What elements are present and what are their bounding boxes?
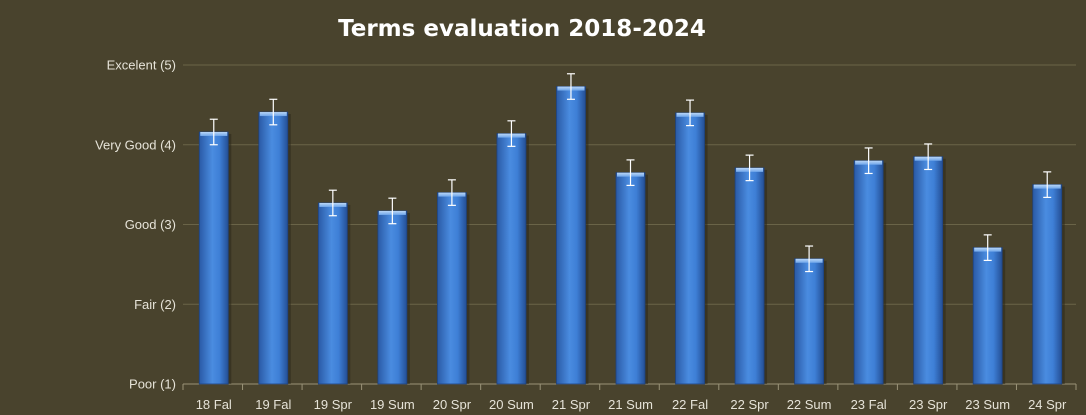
bar [556,86,586,385]
y-axis-ticks: Poor (1) Fair (2) Good (3) Very Good (4) Exc… [95,58,176,392]
bar [198,131,229,385]
bar [972,247,1003,385]
bar [317,202,348,385]
x-tick-label: 20 Sum [489,397,534,412]
x-tick-label: 19 Spr [314,397,353,412]
bar [377,210,408,385]
y-tick-label: Excelent (5) [107,58,176,73]
x-axis-ticks: 18 Fal 19 Fal 19 Spr 19 Sum 20 Spr 20 Sum 21 S… [182,384,1077,412]
x-tick-label: 19 Fal [255,397,291,412]
bar [734,167,765,385]
x-tick-label: 20 Spr [433,397,472,412]
bar [853,160,884,385]
chart-title: Terms evaluation 2018-2024 [338,16,706,42]
bar [615,172,646,385]
y-tick-label: Good (3) [125,217,176,232]
x-tick-label: 22 Spr [730,397,769,412]
bar [913,156,944,385]
y-tick-label: Poor (1) [129,377,176,392]
bar [496,133,527,385]
x-tick-label: 22 Fal [672,397,708,412]
x-tick-label: 23 Fal [851,397,887,412]
y-tick-label: Fair (2) [134,297,176,312]
bar [436,192,467,385]
bars [198,73,1065,385]
bar [1032,184,1063,385]
x-tick-label: 22 Sum [787,397,832,412]
bar [675,112,705,385]
x-tick-label: 18 Fal [196,397,232,412]
y-tick-label: Very Good (4) [95,137,176,152]
x-tick-label: 23 Spr [909,397,948,412]
bar [794,258,824,385]
bar [258,111,289,385]
x-tick-label: 21 Spr [552,397,591,412]
x-tick-label: 24 Spr [1028,397,1067,412]
x-tick-label: 21 Sum [608,397,653,412]
x-tick-label: 23 Sum [965,397,1010,412]
x-tick-label: 19 Sum [370,397,415,412]
